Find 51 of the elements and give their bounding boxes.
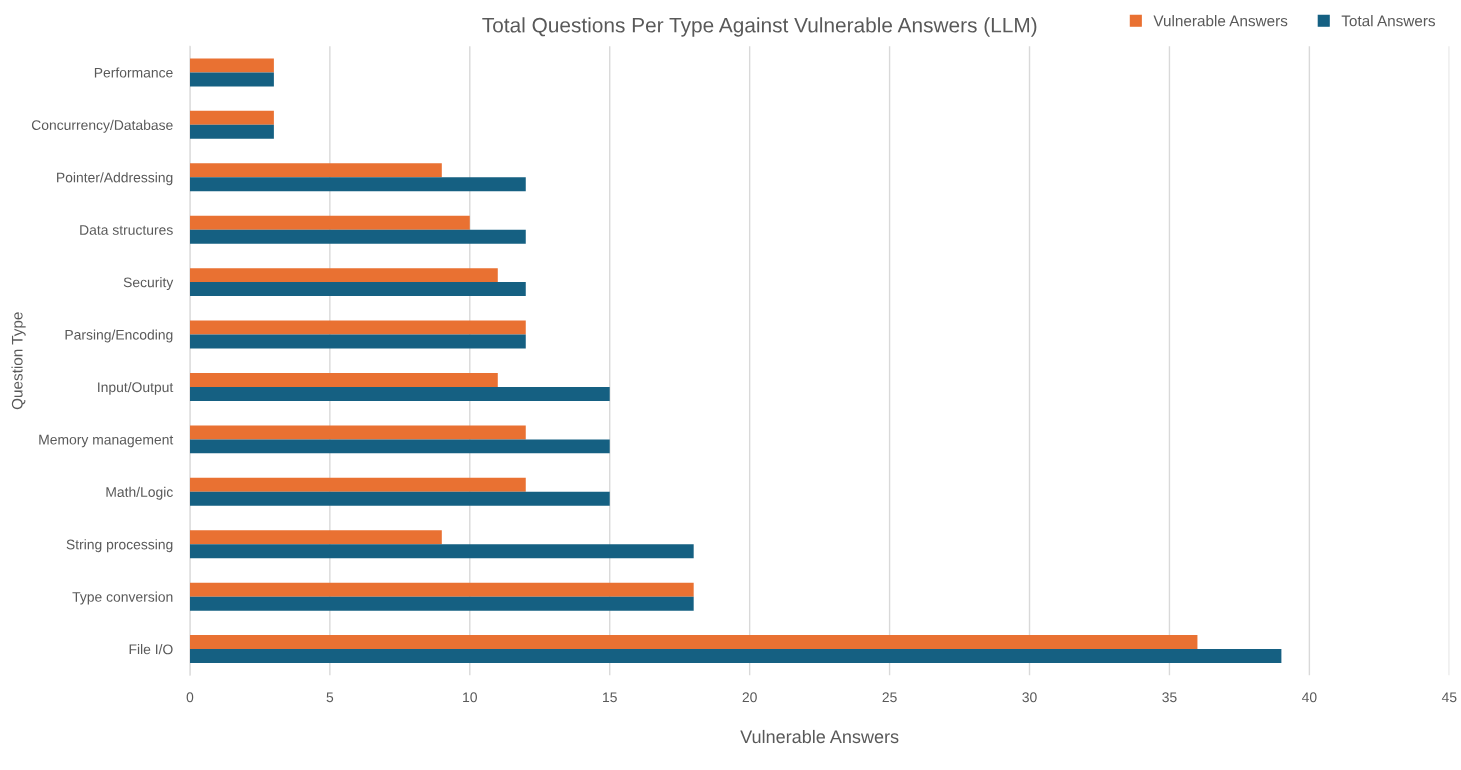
x-tick-label: 15 <box>603 692 617 703</box>
bar <box>189 491 610 506</box>
bar <box>189 530 442 545</box>
legend-label: Vulnerable Answers <box>1153 15 1288 27</box>
bar <box>189 635 1198 650</box>
x-axis-title: Vulnerable Answers <box>740 729 899 744</box>
y-tick-label: Pointer/Addressing <box>57 172 173 186</box>
x-tick-label: 0 <box>186 692 194 703</box>
x-tick-label: 45 <box>1441 692 1457 703</box>
y-tick-label: Concurrency/Database <box>31 119 173 133</box>
bar <box>189 58 274 73</box>
bar <box>189 372 498 387</box>
y-tick-label: Math/Logic <box>106 486 173 500</box>
bar <box>189 282 526 297</box>
x-tick-label: 20 <box>742 692 757 703</box>
bar <box>189 425 526 440</box>
y-tick-label: Memory management <box>39 434 174 448</box>
y-tick-label: File I/O <box>129 644 173 655</box>
bar <box>189 110 274 125</box>
y-tick-label: String processing <box>66 539 173 553</box>
bar <box>189 477 526 492</box>
bar <box>189 72 274 87</box>
bar <box>189 320 526 335</box>
y-tick-label: Type conversion <box>72 591 173 605</box>
bar <box>189 268 498 283</box>
y-tick-label: Input/Output <box>98 381 174 395</box>
x-tick-label: 35 <box>1162 692 1177 703</box>
x-tick-label: 25 <box>882 692 897 703</box>
bar <box>189 229 526 244</box>
bar <box>189 582 694 597</box>
y-tick-label: Performance <box>94 67 173 78</box>
y-tick-label: Parsing/Encoding <box>65 329 173 343</box>
bar <box>189 124 274 139</box>
x-tick-label: 30 <box>1022 692 1037 703</box>
bar <box>189 215 470 230</box>
legend-label: Total Answers <box>1341 15 1436 27</box>
y-tick-label: Data structures <box>80 225 173 235</box>
x-tick-label: 5 <box>326 692 334 703</box>
bar <box>189 596 694 611</box>
y-tick-label: Security <box>123 277 174 291</box>
bar <box>189 386 610 401</box>
bar <box>189 439 610 454</box>
bar <box>189 177 526 192</box>
x-tick-label: 40 <box>1301 692 1317 703</box>
y-axis-title: Question Type <box>11 312 26 410</box>
bar <box>189 649 1282 664</box>
x-tick-label: 10 <box>463 692 477 703</box>
bar <box>189 163 442 178</box>
chart-title: Total Questions Per Type Against Vulnerable Answers (LLM) <box>482 17 1037 37</box>
bar <box>189 544 694 559</box>
bar <box>189 334 526 349</box>
